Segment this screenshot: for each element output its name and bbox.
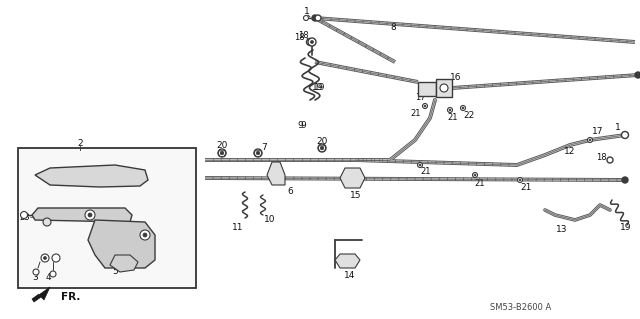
Bar xyxy=(436,79,452,97)
Text: 18: 18 xyxy=(596,152,606,161)
Circle shape xyxy=(50,271,56,277)
Circle shape xyxy=(307,39,314,46)
Text: 17: 17 xyxy=(592,128,604,137)
Polygon shape xyxy=(267,162,285,185)
Circle shape xyxy=(518,177,522,182)
Text: 10: 10 xyxy=(264,216,276,225)
Circle shape xyxy=(589,139,591,141)
Circle shape xyxy=(20,211,28,219)
Text: 8: 8 xyxy=(390,24,396,33)
Circle shape xyxy=(462,107,464,109)
Circle shape xyxy=(621,131,628,138)
Bar xyxy=(18,148,196,288)
Text: 1: 1 xyxy=(615,123,621,132)
Text: 9: 9 xyxy=(297,121,303,130)
Text: 15: 15 xyxy=(350,191,362,201)
Circle shape xyxy=(310,41,314,43)
Circle shape xyxy=(143,233,147,237)
Circle shape xyxy=(461,106,465,110)
Text: 22: 22 xyxy=(463,112,475,121)
Circle shape xyxy=(52,254,60,262)
Text: 12: 12 xyxy=(564,147,576,157)
Circle shape xyxy=(635,72,640,78)
Text: 19: 19 xyxy=(314,83,326,92)
Text: 5: 5 xyxy=(112,268,118,277)
Text: 14: 14 xyxy=(344,271,356,279)
Circle shape xyxy=(472,173,477,177)
Circle shape xyxy=(424,105,426,107)
Circle shape xyxy=(44,256,47,259)
Circle shape xyxy=(449,109,451,111)
Bar xyxy=(418,82,436,96)
Polygon shape xyxy=(110,255,138,272)
Polygon shape xyxy=(340,168,365,188)
Text: 16: 16 xyxy=(451,72,461,81)
Text: 21: 21 xyxy=(475,179,485,188)
Text: 1: 1 xyxy=(304,8,310,17)
Circle shape xyxy=(303,16,308,20)
Circle shape xyxy=(474,174,476,176)
Text: 9: 9 xyxy=(300,121,306,130)
Polygon shape xyxy=(32,287,50,302)
Circle shape xyxy=(312,15,318,21)
Text: 21: 21 xyxy=(420,167,431,176)
Circle shape xyxy=(218,149,226,157)
Text: 4: 4 xyxy=(45,273,51,283)
Text: 18: 18 xyxy=(294,33,304,41)
Circle shape xyxy=(622,177,628,183)
Circle shape xyxy=(254,149,262,157)
Text: 19: 19 xyxy=(620,224,632,233)
Text: 13: 13 xyxy=(556,226,568,234)
Text: 18: 18 xyxy=(298,32,308,41)
Text: 21: 21 xyxy=(448,114,458,122)
Text: 6: 6 xyxy=(287,188,293,197)
Circle shape xyxy=(417,162,422,167)
Text: 20: 20 xyxy=(316,137,328,145)
Text: 7: 7 xyxy=(261,144,267,152)
Circle shape xyxy=(422,103,428,108)
Circle shape xyxy=(447,108,452,113)
Text: FR.: FR. xyxy=(61,292,81,302)
Circle shape xyxy=(140,230,150,240)
Circle shape xyxy=(622,132,628,138)
Polygon shape xyxy=(335,254,360,268)
Text: 20: 20 xyxy=(216,140,228,150)
Text: SM53-B2600 A: SM53-B2600 A xyxy=(490,303,551,313)
Circle shape xyxy=(41,254,49,262)
Text: 3: 3 xyxy=(32,273,38,283)
Circle shape xyxy=(320,146,324,150)
Circle shape xyxy=(315,15,321,21)
Text: 21: 21 xyxy=(520,183,532,192)
Circle shape xyxy=(519,179,521,181)
Circle shape xyxy=(256,151,260,155)
Circle shape xyxy=(88,213,92,217)
Circle shape xyxy=(308,38,316,46)
Text: 11: 11 xyxy=(232,224,244,233)
Text: 17: 17 xyxy=(415,93,426,101)
Circle shape xyxy=(607,157,613,163)
Text: 23: 23 xyxy=(19,212,30,221)
Circle shape xyxy=(318,144,326,152)
Circle shape xyxy=(440,84,448,92)
Polygon shape xyxy=(88,220,155,268)
Text: 2: 2 xyxy=(77,138,83,147)
Text: 19: 19 xyxy=(312,84,324,93)
Circle shape xyxy=(33,269,39,275)
Polygon shape xyxy=(32,208,132,222)
Polygon shape xyxy=(35,165,148,187)
Circle shape xyxy=(220,151,224,155)
Text: 21: 21 xyxy=(411,108,421,117)
Circle shape xyxy=(419,164,421,166)
Circle shape xyxy=(588,137,593,143)
Circle shape xyxy=(43,218,51,226)
Circle shape xyxy=(85,210,95,220)
